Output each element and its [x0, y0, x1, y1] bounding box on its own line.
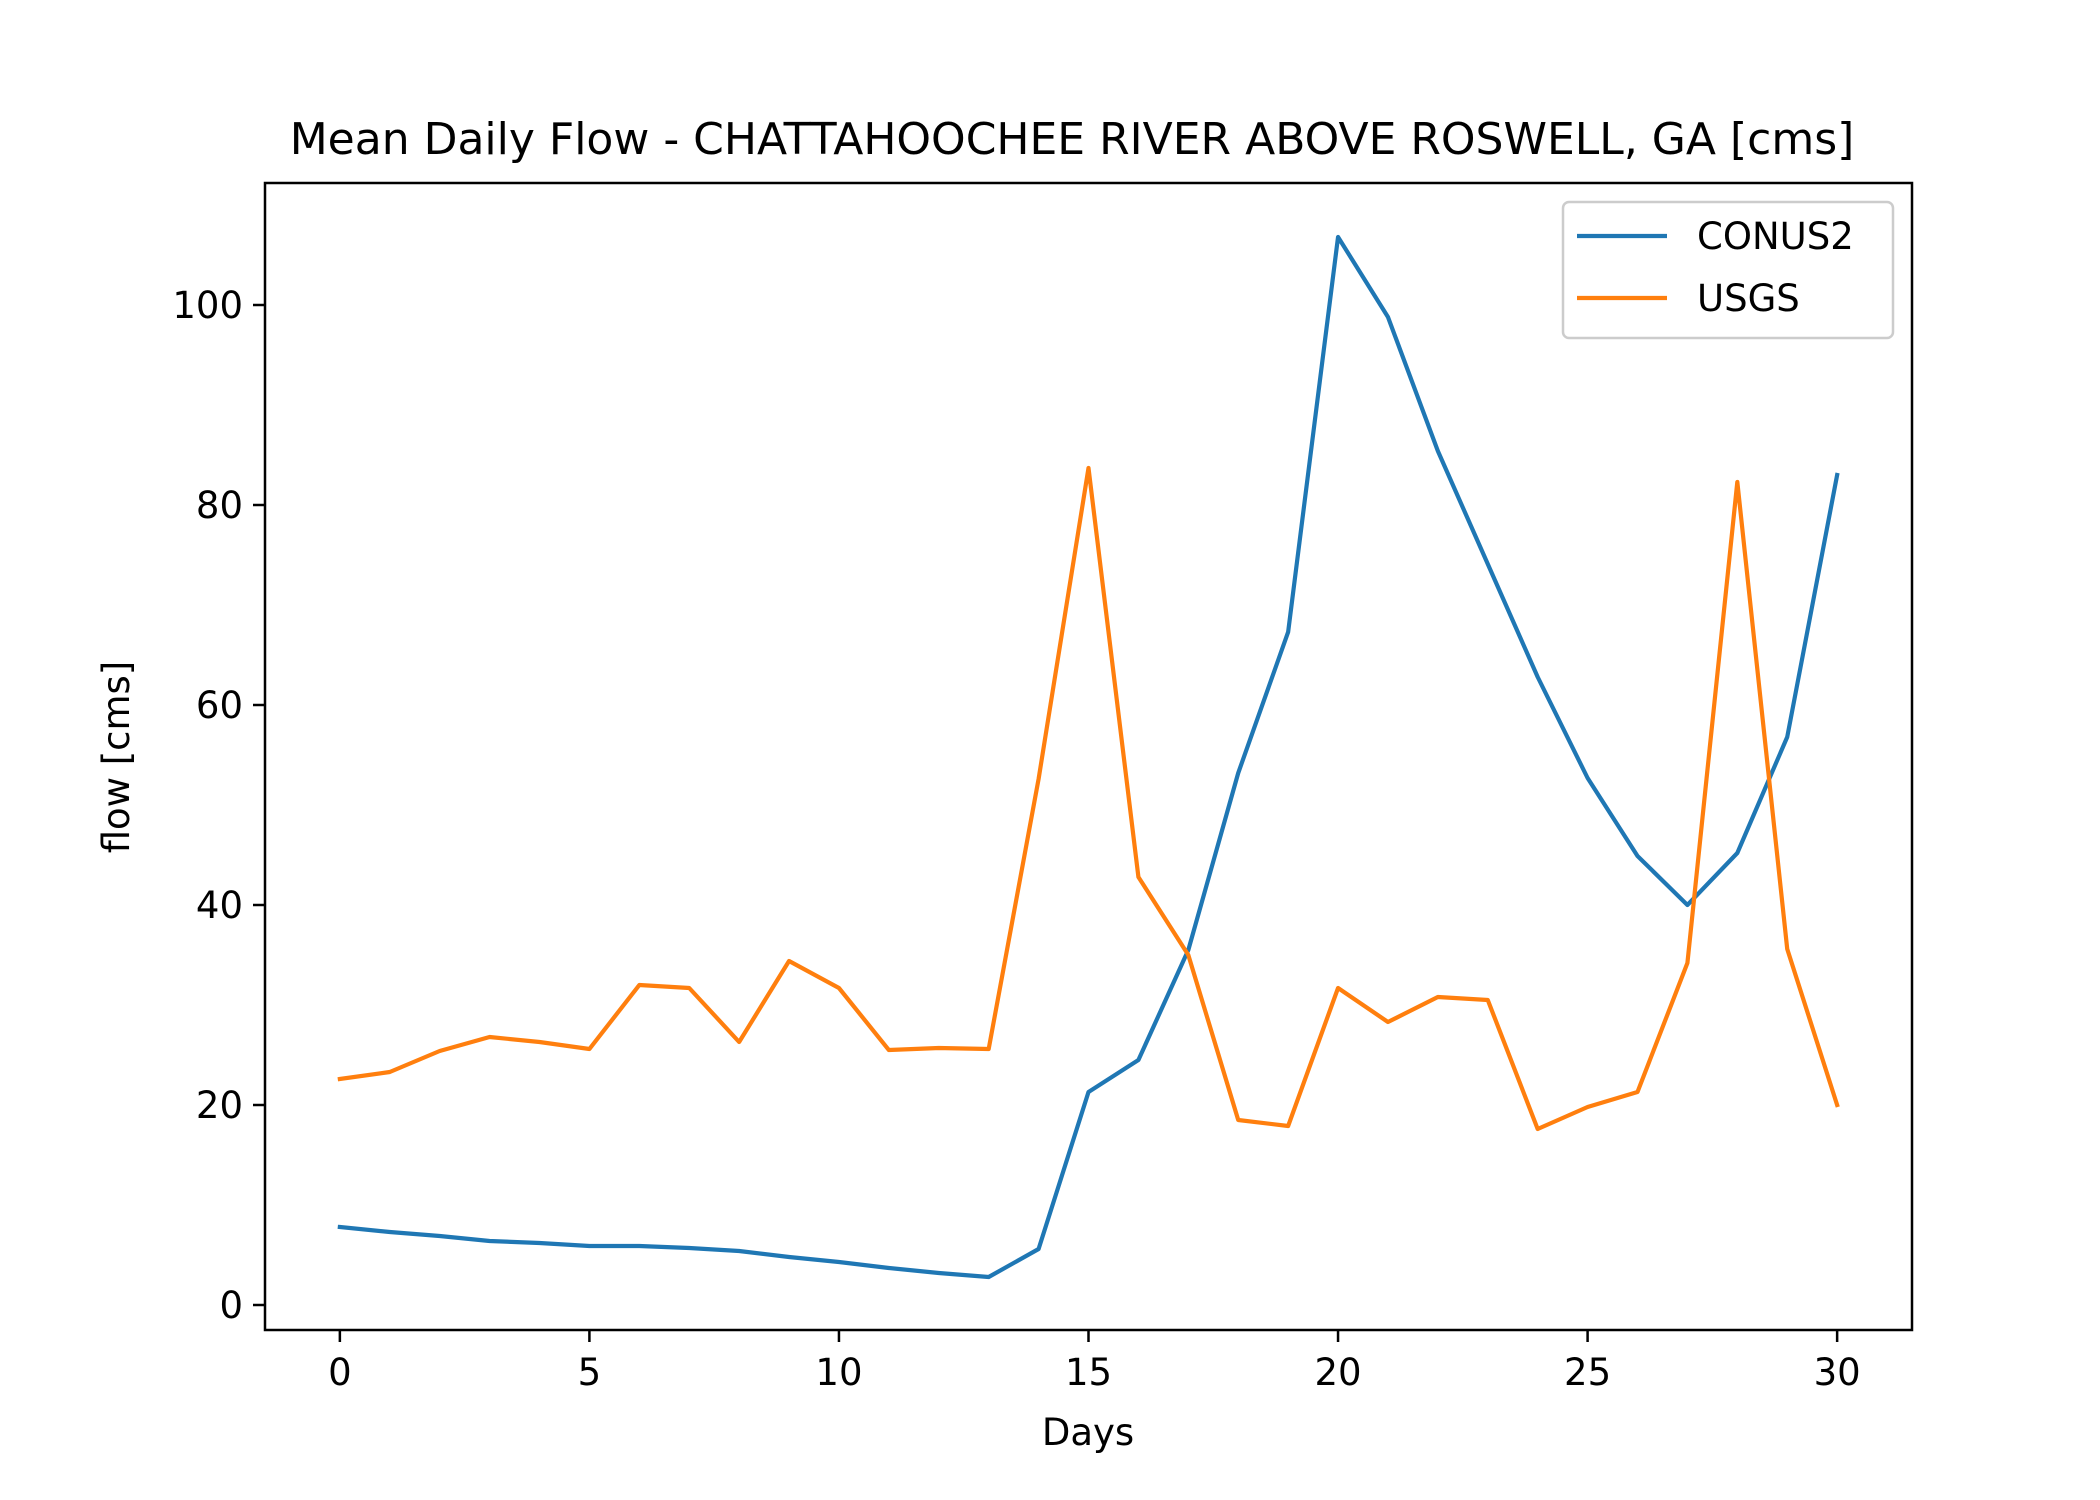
legend-label-conus2: CONUS2: [1697, 215, 1854, 258]
x-tick-label: 15: [1065, 1351, 1112, 1394]
y-tick-label: 40: [196, 884, 243, 927]
y-tick-label: 80: [196, 484, 243, 527]
series-line-usgs: [337, 465, 1840, 1132]
x-axis-label: Days: [1042, 1411, 1134, 1454]
y-tick-label: 0: [219, 1284, 243, 1327]
y-axis-ticks: 0 20 40 60 80 100: [172, 284, 265, 1327]
x-tick-label: 25: [1564, 1351, 1611, 1394]
legend: CONUS2 USGS: [1561, 200, 1895, 340]
y-tick-label: 100: [172, 284, 243, 327]
legend-label-usgs: USGS: [1697, 277, 1800, 320]
series-lines: [337, 234, 1840, 1280]
series-line-conus2: [337, 234, 1840, 1280]
x-axis-ticks: 0 5 10 15 20 25 30: [328, 1330, 1861, 1394]
x-tick-label: 5: [578, 1351, 602, 1394]
y-tick-label: 60: [196, 684, 243, 727]
y-tick-label: 20: [196, 1084, 243, 1127]
y-axis-label: flow [cms]: [95, 661, 138, 854]
x-tick-label: 30: [1814, 1351, 1861, 1394]
x-tick-label: 20: [1314, 1351, 1361, 1394]
x-tick-label: 0: [328, 1351, 352, 1394]
chart-title: Mean Daily Flow - CHATTAHOOCHEE RIVER AB…: [290, 114, 1855, 165]
x-tick-label: 10: [815, 1351, 862, 1394]
